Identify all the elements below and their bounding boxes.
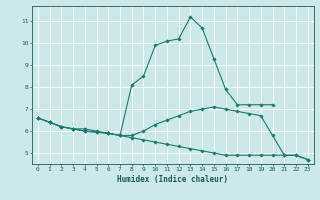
X-axis label: Humidex (Indice chaleur): Humidex (Indice chaleur) <box>117 175 228 184</box>
